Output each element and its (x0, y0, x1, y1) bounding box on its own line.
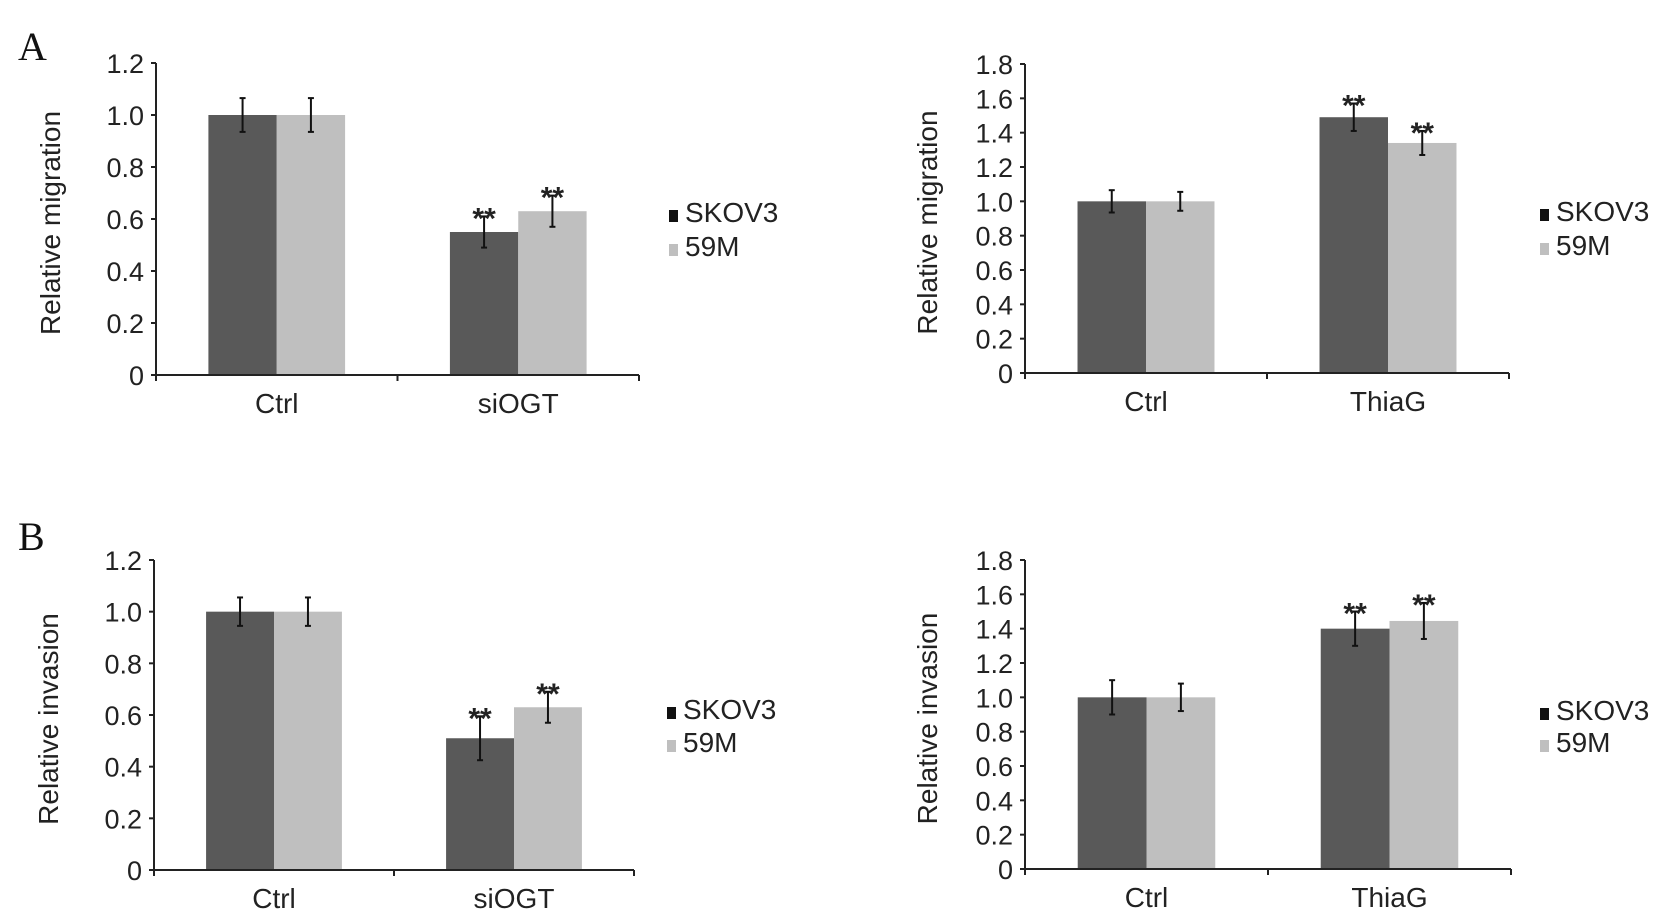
legend-label: SKOV3 (683, 694, 776, 725)
legend-label: 59M (1556, 727, 1610, 758)
legend-label: SKOV3 (1556, 196, 1649, 227)
y-tick-label: 1.4 (975, 615, 1013, 645)
y-tick-label: 0.8 (975, 222, 1013, 252)
legend-label: SKOV3 (685, 197, 778, 228)
chart-2: B Ctrl ** ** siOGT 0 0.2 0.4 0.6 0.8 1.0 1.2 Relativ… (18, 514, 776, 914)
y-tick-label: 0.8 (104, 649, 142, 679)
y-tick-label: 0.6 (975, 256, 1013, 286)
significance-label: ** (1342, 89, 1366, 122)
y-tick-label: 0.6 (106, 205, 144, 235)
bar-SKOV3-Ctrl (1077, 697, 1147, 869)
legend-swatch-SKOV3 (1540, 708, 1549, 720)
significance-label: ** (536, 678, 560, 711)
y-tick-label: 1.2 (975, 649, 1013, 679)
panel-label: B (18, 514, 45, 559)
bar-59M-Ctrl (1146, 697, 1216, 869)
y-tick-label: 0.8 (106, 153, 144, 183)
category-label: siOGT (478, 388, 559, 419)
y-tick-label: 1.6 (975, 84, 1013, 114)
bar-SKOV3-ThiaG (1319, 117, 1388, 373)
y-tick-label: 0.4 (975, 786, 1013, 816)
category-label: Ctrl (1124, 386, 1168, 417)
legend-label: 59M (685, 231, 739, 262)
legend-label: SKOV3 (1556, 695, 1649, 726)
y-tick-label: 1.2 (106, 49, 144, 79)
chart-1: Ctrl ** ** ThiaG 0 0.2 0.4 0.6 0.8 1.0 1.2 1.4 1.6 1.… (912, 50, 1649, 417)
chart-3: Ctrl ** ** ThiaG 0 0.2 0.4 0.6 0.8 1.0 1.2 1.4 1.6 1.… (912, 546, 1649, 913)
category-label: Ctrl (255, 388, 299, 419)
y-axis-label: Relative migration (35, 111, 66, 335)
y-tick-label: 1.0 (975, 683, 1013, 713)
category-label: siOGT (474, 883, 555, 914)
bar-59M-ThiaG (1389, 620, 1459, 869)
bar-SKOV3-ThiaG (1320, 628, 1390, 869)
y-tick-label: 0.2 (106, 309, 144, 339)
y-axis-label: Relative migration (912, 110, 943, 334)
y-tick-label: 0.6 (975, 752, 1013, 782)
legend-swatch-59M (1540, 740, 1549, 752)
bar-59M-siOGT (518, 211, 587, 375)
y-tick-label: 0 (129, 361, 144, 391)
legend-label: 59M (683, 727, 737, 758)
bar-SKOV3-siOGT (449, 232, 519, 375)
y-tick-label: 0.4 (975, 290, 1013, 320)
legend-swatch-59M (667, 740, 676, 752)
bar-SKOV3-Ctrl (208, 115, 277, 375)
bar-SKOV3-Ctrl (1077, 201, 1146, 373)
significance-label: ** (1411, 117, 1435, 150)
y-tick-label: 0.2 (104, 804, 142, 834)
y-tick-label: 0 (998, 359, 1013, 389)
y-tick-label: 1.0 (104, 598, 142, 628)
bar-59M-ThiaG (1388, 142, 1457, 373)
category-label: ThiaG (1350, 386, 1426, 417)
y-tick-label: 0.2 (975, 821, 1013, 851)
y-axis-label: Relative invasion (912, 613, 943, 825)
panel-label: A (18, 24, 47, 69)
y-tick-label: 1.2 (104, 546, 142, 576)
y-tick-label: 1.6 (975, 580, 1013, 610)
bar-59M-Ctrl (276, 115, 346, 375)
significance-label: ** (541, 182, 565, 215)
bar-59M-siOGT (514, 707, 582, 870)
y-tick-label: 0.4 (106, 257, 144, 287)
legend-swatch-SKOV3 (669, 210, 678, 222)
y-tick-label: 0.6 (104, 701, 142, 731)
y-tick-label: 1.8 (975, 50, 1013, 80)
significance-label: ** (468, 702, 492, 735)
y-tick-label: 1.0 (975, 187, 1013, 217)
bar-59M-Ctrl (274, 611, 342, 870)
y-tick-label: 0.4 (104, 753, 142, 783)
significance-label: ** (1343, 598, 1367, 631)
y-tick-label: 1.0 (106, 101, 144, 131)
category-label: ThiaG (1351, 882, 1427, 913)
y-axis-label: Relative invasion (33, 613, 64, 825)
legend-swatch-59M (669, 244, 678, 256)
y-tick-label: 0 (998, 855, 1013, 885)
significance-label: ** (1412, 589, 1436, 622)
legend-swatch-59M (1540, 243, 1549, 255)
category-label: Ctrl (1125, 882, 1169, 913)
category-label: Ctrl (252, 883, 296, 914)
y-tick-label: 1.4 (975, 119, 1013, 149)
y-tick-label: 1.8 (975, 546, 1013, 576)
y-tick-label: 0 (127, 856, 142, 886)
y-tick-label: 0.8 (975, 718, 1013, 748)
bar-59M-Ctrl (1146, 201, 1215, 373)
significance-label: ** (472, 202, 496, 235)
y-tick-label: 0.2 (975, 325, 1013, 355)
legend-label: 59M (1556, 230, 1610, 261)
chart-0: A Ctrl ** ** siOGT 0 0.2 0.4 0.6 0.8 1.0 1.2 Relativ… (18, 24, 778, 419)
bar-SKOV3-Ctrl (206, 611, 274, 870)
y-tick-label: 1.2 (975, 153, 1013, 183)
legend-swatch-SKOV3 (1540, 209, 1549, 221)
legend-swatch-SKOV3 (667, 707, 676, 719)
